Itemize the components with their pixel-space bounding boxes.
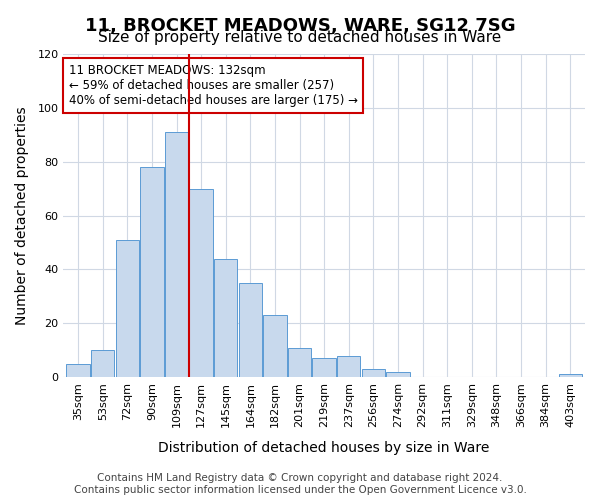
Bar [67,364,90,377]
Bar [190,188,213,377]
Bar [362,369,385,377]
Bar [214,258,238,377]
Text: Contains HM Land Registry data © Crown copyright and database right 2024.
Contai: Contains HM Land Registry data © Crown c… [74,474,526,495]
Bar [313,358,336,377]
Text: Size of property relative to detached houses in Ware: Size of property relative to detached ho… [98,30,502,45]
Text: 11 BROCKET MEADOWS: 132sqm
← 59% of detached houses are smaller (257)
40% of sem: 11 BROCKET MEADOWS: 132sqm ← 59% of deta… [68,64,358,106]
Bar [288,348,311,377]
Bar [239,283,262,377]
Bar [263,315,287,377]
Text: 11, BROCKET MEADOWS, WARE, SG12 7SG: 11, BROCKET MEADOWS, WARE, SG12 7SG [85,18,515,36]
Bar [386,372,410,377]
Y-axis label: Number of detached properties: Number of detached properties [15,106,29,325]
Bar [559,374,582,377]
Bar [165,132,188,377]
X-axis label: Distribution of detached houses by size in Ware: Distribution of detached houses by size … [158,441,490,455]
Bar [337,356,361,377]
Bar [116,240,139,377]
Bar [140,167,164,377]
Bar [91,350,115,377]
